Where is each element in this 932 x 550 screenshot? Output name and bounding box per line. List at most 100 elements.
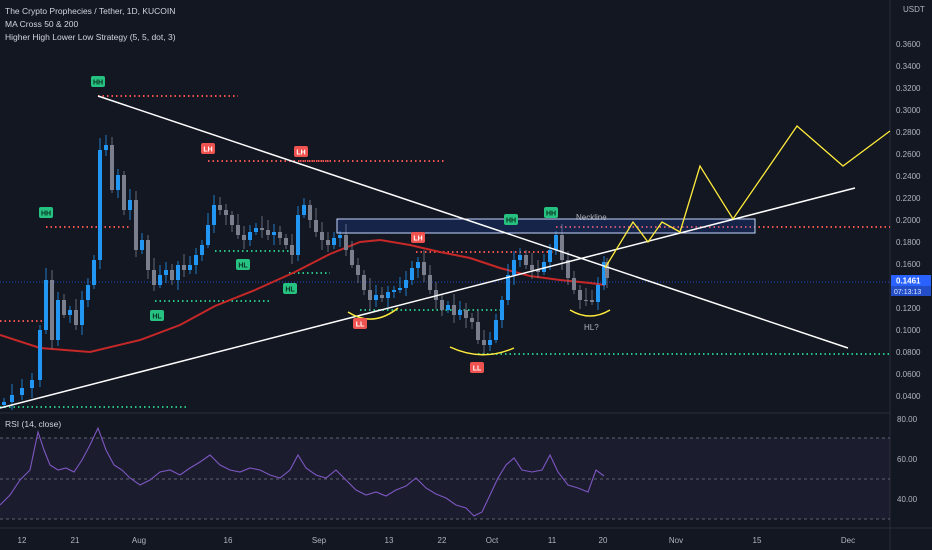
candle-body [92, 260, 96, 285]
time-axis-label: Nov [669, 536, 683, 545]
rsi-indicator-label[interactable]: RSI (14, close) [5, 419, 62, 429]
candle-body [482, 340, 486, 345]
svg-text:HH: HH [506, 218, 516, 225]
svg-text:LH: LH [413, 236, 422, 243]
candle-body [248, 232, 252, 240]
left-shoulder-arc [347, 307, 399, 320]
descending-trendline [97, 95, 849, 349]
candle-body [380, 295, 384, 298]
candle-body [314, 220, 318, 232]
candle-body [332, 238, 336, 245]
hh-badge-4: HH [544, 207, 558, 218]
time-axis-label: Dec [841, 536, 855, 545]
price-tick-label: 0.2400 [896, 172, 921, 181]
candle-body [56, 300, 60, 340]
symbol-title[interactable]: The Crypto Prophecies / Tether, 1D, KUCO… [5, 6, 176, 16]
svg-text:LL: LL [473, 366, 482, 373]
price-tick-label: 0.2800 [896, 128, 921, 137]
hhll-strategy-indicator-label[interactable]: Higher High Lower Low Strategy (5, 5, do… [5, 32, 176, 42]
candle-body [218, 205, 222, 210]
candle-body [206, 225, 210, 245]
time-axis-label: 21 [71, 536, 80, 545]
candle-body [50, 280, 54, 340]
candle-body [176, 265, 180, 280]
hl-question-label: HL? [584, 323, 599, 332]
candle-body [476, 322, 480, 340]
svg-text:LH: LH [203, 147, 212, 154]
candle-body [605, 262, 609, 278]
candle-body [242, 235, 246, 240]
candle-body [416, 262, 420, 268]
candle-body [266, 230, 270, 235]
candle-body [362, 275, 366, 290]
candle-body [284, 238, 288, 245]
candle-body [272, 232, 276, 235]
candle-body [278, 232, 282, 238]
countdown-tag [891, 286, 931, 296]
time-axis-label: 11 [548, 536, 557, 545]
price-tick-label: 0.3000 [896, 106, 921, 115]
candle-body [392, 290, 396, 292]
candle-body [44, 280, 48, 330]
price-tick-label: 0.2200 [896, 194, 921, 203]
candle-body [368, 290, 372, 300]
candle-body [506, 275, 510, 300]
time-axis-label: 13 [385, 536, 394, 545]
candle-body [548, 250, 552, 262]
price-tick-label: 0.1800 [896, 238, 921, 247]
price-tick-label: 0.0800 [896, 348, 921, 357]
svg-text:LL: LL [356, 322, 365, 329]
ll-badge-1: LL [353, 318, 367, 329]
candle-body [464, 310, 468, 318]
price-tick-label: 0.2000 [896, 216, 921, 225]
time-axis-label: 15 [753, 536, 762, 545]
candlestick-series [2, 135, 609, 410]
candle-body [128, 200, 132, 210]
candle-body [530, 265, 534, 270]
candle-body [374, 295, 378, 300]
rsi-scale[interactable]: 80.00 60.00 40.00 [897, 415, 918, 504]
candle-body [350, 250, 354, 265]
candle-body [80, 300, 84, 325]
candle-body [236, 225, 240, 235]
candle-body [260, 228, 264, 230]
time-axis[interactable]: 12 21 Aug 16 Sep 13 22 Oct 11 20 Nov 15 Dec [18, 536, 856, 545]
candle-body [500, 300, 504, 320]
candle-body [62, 300, 66, 315]
price-scale[interactable]: 0.3600 0.3400 0.3200 0.3000 0.2800 0.2600 0.24… [896, 40, 921, 401]
price-tick-label: 0.0400 [896, 392, 921, 401]
price-tick-label: 0.0600 [896, 370, 921, 379]
svg-text:HL: HL [285, 287, 295, 294]
candle-body [602, 262, 606, 285]
candle-body [38, 330, 42, 380]
time-axis-label: 16 [224, 536, 233, 545]
candle-body [536, 270, 540, 272]
time-axis-label: 20 [599, 536, 608, 545]
svg-text:HH: HH [41, 211, 51, 218]
candle-body [140, 240, 144, 250]
candle-body [296, 215, 300, 255]
hh-badge-1: HH [91, 76, 105, 87]
right-shoulder-arc [569, 309, 611, 317]
candle-body [146, 240, 150, 270]
currency-label: USDT [903, 5, 925, 14]
hh-badge-2: HH [39, 207, 53, 218]
candle-body [542, 262, 546, 272]
bar-countdown: 07:13:13 [894, 289, 921, 296]
price-tick-label: 0.1000 [896, 326, 921, 335]
svg-text:HL: HL [152, 314, 162, 321]
rsi-band-background [0, 438, 890, 519]
time-axis-label: Sep [312, 536, 327, 545]
candle-body [2, 402, 6, 405]
candle-body [356, 265, 360, 275]
candle-body [398, 288, 402, 290]
svg-text:HH: HH [93, 80, 103, 87]
hl-badge-3: HL [283, 283, 297, 294]
candle-body [200, 245, 204, 255]
ma-cross-indicator-label[interactable]: MA Cross 50 & 200 [5, 19, 79, 29]
rsi-tick-label: 80.00 [897, 415, 918, 424]
candle-body [10, 395, 14, 402]
hh-badge-3: HH [504, 214, 518, 225]
candle-body [422, 262, 426, 275]
